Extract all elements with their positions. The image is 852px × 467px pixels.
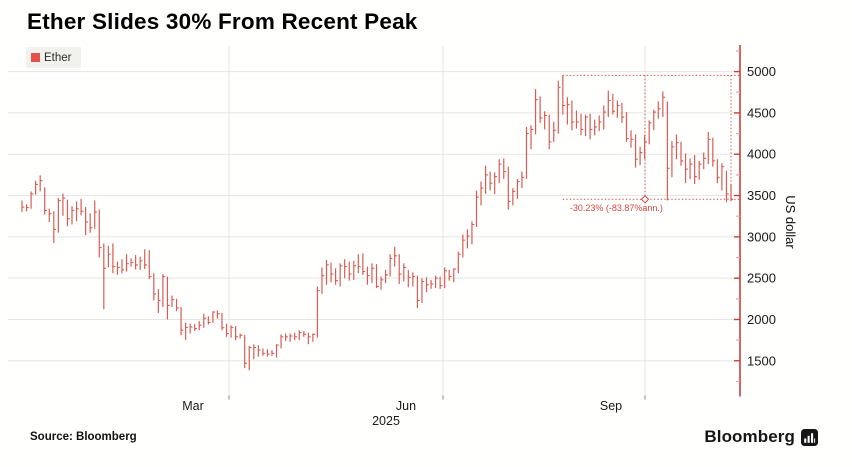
svg-text:2025: 2025 — [372, 414, 400, 428]
svg-text:1500: 1500 — [747, 353, 776, 368]
svg-text:US dollar: US dollar — [783, 195, 798, 249]
svg-text:2000: 2000 — [747, 312, 776, 327]
svg-text:3500: 3500 — [747, 188, 776, 203]
legend-label: Ether — [44, 51, 72, 64]
svg-text:3000: 3000 — [747, 229, 776, 244]
svg-text:Sep: Sep — [600, 399, 622, 413]
bloomberg-logo: Bloomberg — [704, 427, 818, 447]
chart-legend: Ether — [26, 47, 81, 68]
svg-text:5000: 5000 — [747, 64, 776, 79]
source-label: Source: Bloomberg — [30, 431, 137, 443]
svg-text:2500: 2500 — [747, 271, 776, 286]
svg-text:Jun: Jun — [396, 399, 416, 413]
bloomberg-logo-text: Bloomberg — [704, 427, 795, 446]
svg-text:Mar: Mar — [182, 399, 204, 413]
svg-text:-30.23% (-83.87%ann.): -30.23% (-83.87%ann.) — [570, 203, 663, 213]
legend-swatch-icon — [31, 53, 40, 62]
bloomberg-logo-mark-icon — [801, 428, 818, 446]
page-title: Ether Slides 30% From Recent Peak — [27, 9, 418, 34]
svg-text:4500: 4500 — [747, 105, 776, 120]
svg-text:4000: 4000 — [747, 147, 776, 162]
